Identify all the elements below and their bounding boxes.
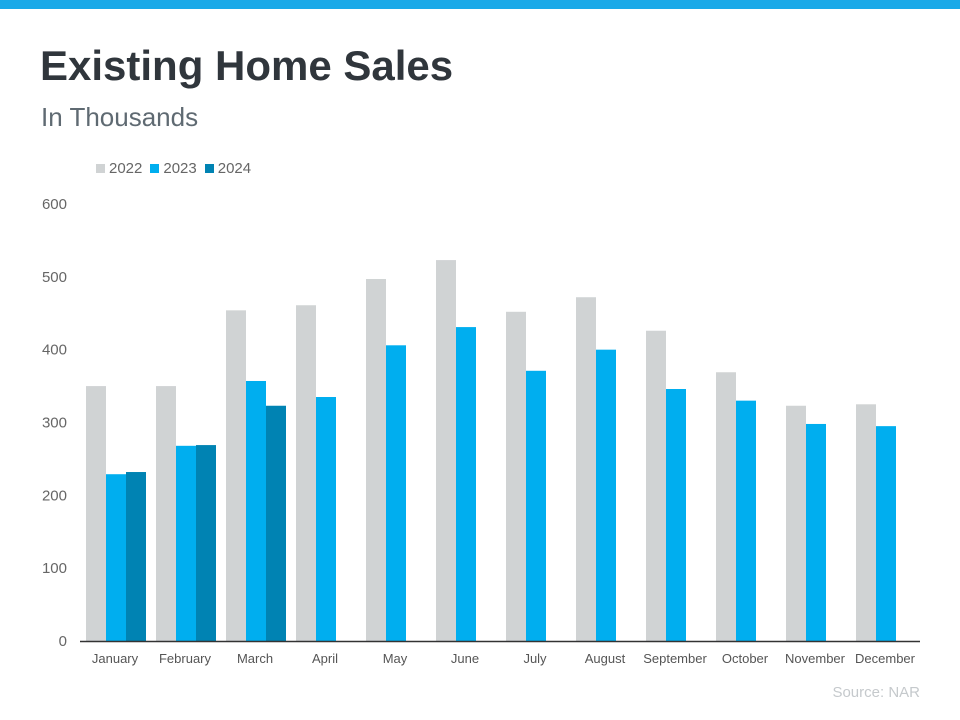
bar-2022-february — [156, 386, 176, 641]
source-note: Source: NAR — [832, 684, 920, 701]
x-tick-label: November — [785, 651, 846, 666]
bar-2023-september — [666, 388, 686, 641]
x-tick-label: October — [722, 651, 769, 666]
legend-label: 2023 — [163, 160, 197, 177]
bar-2023-april — [316, 397, 336, 641]
x-tick-label: June — [451, 651, 479, 666]
legend-item-2023: 2023 — [150, 160, 197, 177]
top-accent-bar — [0, 0, 960, 9]
chart-subtitle: In Thousands — [41, 102, 199, 132]
bar-2023-november — [806, 423, 826, 641]
bar-2023-january — [106, 474, 126, 641]
bar-2024-february — [196, 445, 216, 641]
legend-swatch — [150, 164, 160, 173]
y-tick-label: 500 — [42, 269, 67, 286]
bar-2022-november — [786, 405, 806, 641]
bar-2023-december — [876, 426, 896, 641]
x-tick-label: December — [855, 651, 916, 666]
bar-2022-october — [716, 372, 736, 641]
x-tick-label: January — [92, 651, 139, 666]
legend-swatch — [204, 164, 214, 173]
bar-2023-march — [246, 380, 266, 641]
x-tick-label: April — [312, 651, 338, 666]
bar-2022-june — [436, 260, 456, 641]
x-tick-label: March — [237, 651, 273, 666]
bar-2024-march — [266, 405, 286, 641]
bar-2022-may — [366, 279, 386, 641]
legend: 2022 2023 2024 — [96, 160, 251, 177]
bar-2023-october — [736, 400, 756, 641]
x-tick-label: August — [585, 651, 626, 666]
x-tick-label: February — [159, 651, 212, 666]
legend-swatch — [96, 164, 105, 173]
y-tick-label: 100 — [42, 560, 67, 577]
y-tick-label: 300 — [42, 415, 67, 432]
bar-2023-june — [456, 327, 476, 641]
bar-2022-july — [506, 311, 526, 641]
legend-label: 2022 — [109, 160, 143, 177]
bar-2022-september — [646, 330, 666, 641]
bar-2023-may — [386, 345, 406, 641]
bar-2023-august — [596, 349, 616, 641]
bar-2022-april — [296, 305, 316, 641]
y-tick-label: 0 — [59, 633, 67, 650]
y-tick-label: 400 — [42, 342, 67, 359]
y-tick-label: 600 — [42, 196, 67, 213]
bar-2022-december — [856, 404, 876, 641]
bar-2022-march — [226, 310, 246, 641]
bar-2023-july — [526, 370, 546, 641]
y-tick-label: 200 — [42, 487, 67, 504]
chart-title: Existing Home Sales — [40, 42, 454, 89]
legend-label: 2024 — [217, 160, 252, 177]
legend-item-2022: 2022 — [96, 160, 142, 177]
x-tick-label: May — [383, 651, 408, 666]
x-tick-label: September — [643, 651, 707, 666]
bar-2022-january — [86, 386, 106, 641]
bar-2024-january — [126, 472, 146, 641]
bar-2023-february — [176, 445, 196, 641]
x-tick-label: July — [523, 651, 547, 666]
bar-2022-august — [576, 297, 596, 641]
legend-item-2024: 2024 — [204, 160, 252, 177]
